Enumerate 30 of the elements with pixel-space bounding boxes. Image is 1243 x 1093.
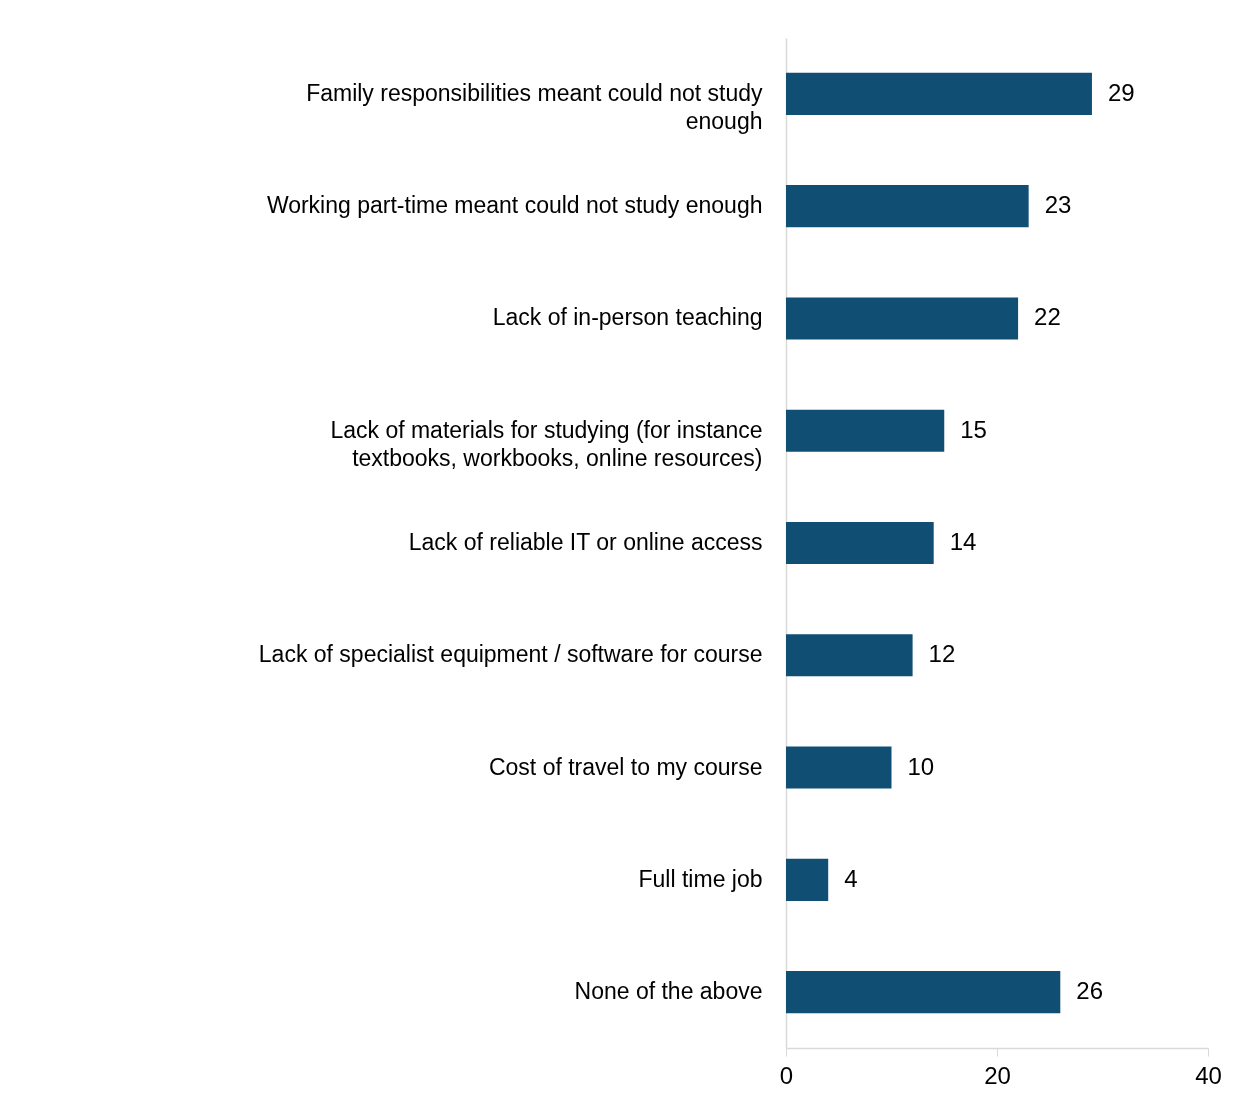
- y-tick-label: Family responsibilities meant could not study enough: [306, 79, 763, 134]
- y-tick-label: Working part-time meant could not study enough: [266, 192, 763, 219]
- bar: [786, 634, 913, 677]
- bar: [786, 858, 829, 901]
- y-tick-label: Full time job: [638, 865, 763, 892]
- x-tick-label: 0: [779, 1061, 794, 1089]
- y-tick-label: Cost of travel to my course: [488, 753, 763, 780]
- data-label: 12: [928, 640, 956, 668]
- bar: [786, 185, 1029, 228]
- y-tick-label: Lack of specialist equipment / software for course: [258, 641, 763, 668]
- y-tick-label: Lack of reliable IT or online access: [408, 529, 763, 555]
- data-label: 26: [1076, 977, 1103, 1005]
- data-label: 23: [1044, 191, 1072, 219]
- bar: [786, 521, 934, 565]
- data-label: 15: [960, 415, 987, 443]
- data-label: 14: [949, 528, 977, 555]
- x-tick-label: 40: [1195, 1061, 1222, 1089]
- data-label: 29: [1107, 78, 1135, 106]
- bar: [786, 72, 1092, 115]
- data-label: 22: [1034, 303, 1061, 331]
- y-tick-label: Lack of in-person teaching: [492, 304, 763, 331]
- y-tick-label: None of the above: [574, 978, 763, 1005]
- data-label: 4: [844, 864, 858, 892]
- y-tick-label: Lack of materials for studying (for instance textbooks, workbooks, online resources): [330, 416, 763, 471]
- bar: [786, 971, 1061, 1014]
- bar: [786, 746, 892, 789]
- bar: [786, 409, 945, 452]
- x-tick-label: 20: [984, 1061, 1011, 1089]
- data-label: 10: [907, 752, 935, 780]
- bar: [786, 297, 1019, 340]
